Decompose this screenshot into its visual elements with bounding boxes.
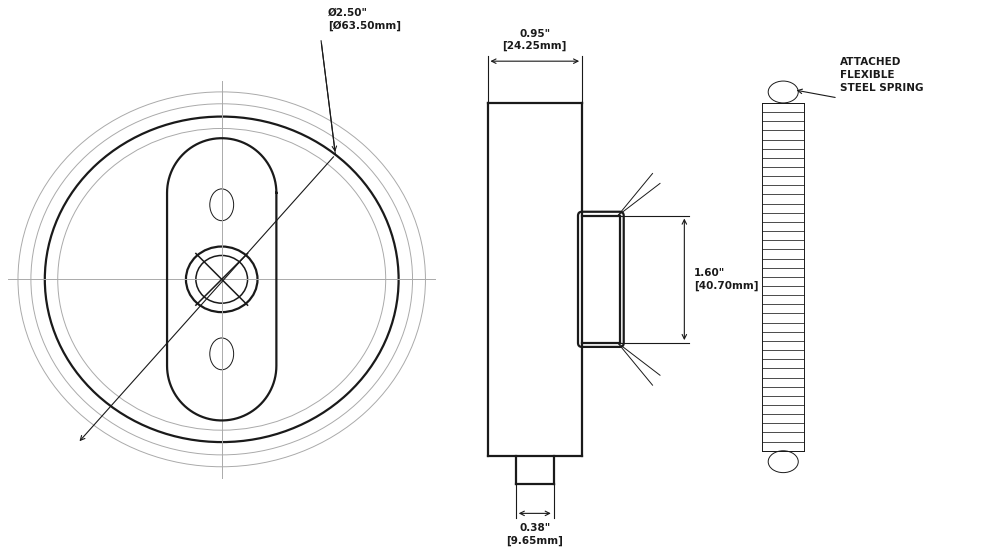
Text: 1.60"
[40.70mm]: 1.60" [40.70mm] (694, 268, 759, 291)
Text: 0.38"
[9.65mm]: 0.38" [9.65mm] (506, 524, 563, 546)
Text: 0.95"
[24.25mm]: 0.95" [24.25mm] (503, 28, 567, 51)
Text: ATTACHED
FLEXIBLE
STEEL SPRING: ATTACHED FLEXIBLE STEEL SPRING (840, 57, 923, 93)
Text: Ø2.50"
[Ø63.50mm]: Ø2.50" [Ø63.50mm] (328, 8, 401, 31)
